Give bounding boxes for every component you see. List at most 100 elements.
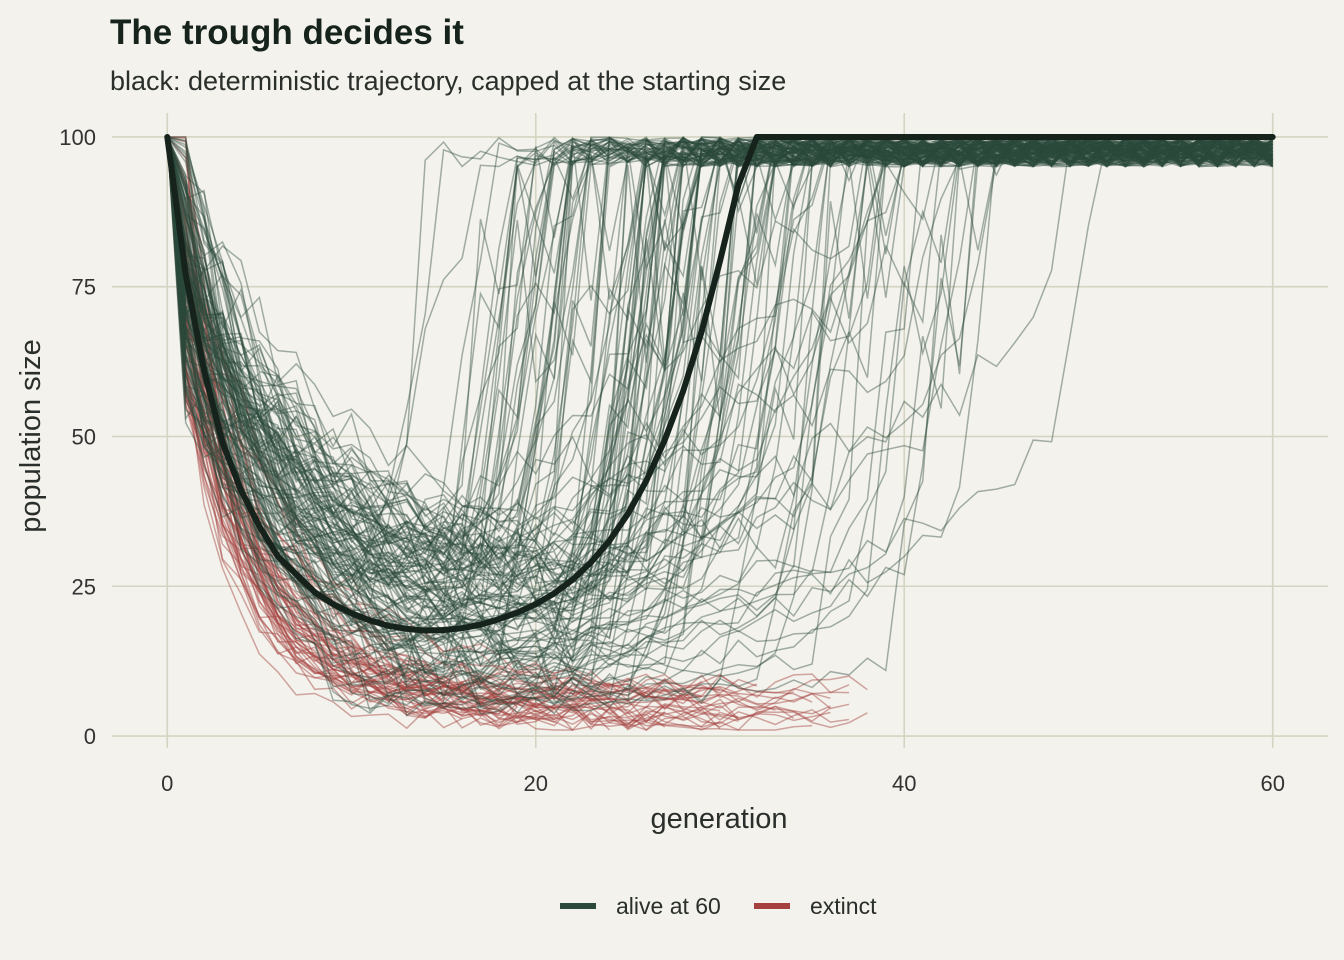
trajectory-extinct [166,136,850,699]
trajectory-extinct [166,136,831,730]
trajectory-alive [166,136,1274,590]
y-tick-label: 0 [84,724,96,749]
trajectory-alive [166,136,1274,687]
chart-title: The trough decides it [110,13,464,52]
trajectory-alive [166,136,1274,709]
trajectory-alive [166,136,1274,602]
trajectory-alive [166,136,1274,584]
trajectory-alive [166,136,1273,633]
trajectory-alive [166,136,1274,631]
trajectory-alive [166,136,1273,574]
trajectory-alive [166,136,1274,682]
trajectory-alive [166,136,1274,683]
trajectory-alive [166,135,1274,652]
trajectory-alive [166,136,1273,683]
trajectory-extinct [166,136,407,638]
trajectory-extinct [166,136,850,726]
trajectory-alive [166,136,1274,578]
trajectory-alive [166,136,1273,577]
trajectory-alive [166,136,1273,592]
trajectory-alive [166,136,1274,593]
trajectory-extinct [166,136,795,721]
trajectory-alive [166,136,1274,639]
trajectory-alive [166,136,1274,608]
trajectory-alive [166,136,1273,666]
trajectory-alive [166,136,1274,592]
trajectory-alive [166,136,1273,686]
trajectory-extinct [166,136,831,723]
trajectory-extinct [166,136,721,718]
trajectory-extinct [166,136,868,696]
trajectory-alive [166,136,1273,716]
trajectory-extinct [166,136,610,701]
trajectory-alive [166,136,1274,589]
trajectory-alive [166,136,1274,587]
trajectory-alive [166,136,1274,717]
y-tick-label: 100 [59,125,96,150]
trajectory-alive [166,136,1274,583]
trajectory-extinct [166,136,573,675]
trajectory-alive [166,136,1274,594]
trajectory-alive [166,136,1273,629]
trajectory-extinct [166,136,831,712]
trajectory-alive [166,136,1273,663]
trajectory-extinct [166,136,813,731]
trajectory-extinct [166,136,555,709]
trajectory-extinct [166,136,426,666]
trajectory-alive [166,136,1273,584]
x-tick-label: 0 [161,771,173,796]
x-tick-label: 60 [1260,771,1284,796]
trajectory-alive [166,135,1274,631]
trajectory-extinct [166,136,389,679]
trajectory-extinct [166,136,739,728]
trajectory-alive [166,136,1274,622]
trajectory-alive [166,136,1273,639]
trajectory-extinct [166,136,776,714]
trajectory-alive [166,136,1274,602]
trajectory-extinct [166,136,666,728]
trajectory-alive [166,136,1274,585]
trajectory-extinct [167,136,537,706]
trajectory-alive [166,135,1274,666]
trajectory-extinct [166,136,850,712]
trajectory-extinct [166,136,665,727]
trajectory-extinct [166,136,721,705]
x-axis-ticks: 0 20 40 60 [161,771,1285,796]
trajectory-alive [166,136,1273,586]
deterministic-trajectory-line [164,134,1276,634]
y-tick-label: 75 [72,275,96,300]
trajectory-alive [167,136,1273,614]
trajectory-alive [167,136,1274,586]
trajectory-extinct [166,136,758,699]
legend: alive at 60 extinct [560,893,877,919]
trajectory-extinct [166,136,426,690]
trajectory-extinct [167,136,463,720]
trajectory-extinct [166,136,555,679]
trajectory-alive [166,135,1273,609]
x-tick-label: 20 [524,771,548,796]
trajectory-alive [166,136,1274,688]
simulated-trajectories [166,134,1274,731]
trajectory-alive [166,135,1274,588]
trajectory-alive [166,136,1273,678]
trajectory-alive [166,135,1274,697]
trajectory-alive [166,136,1273,643]
trajectory-alive [166,136,1273,556]
trajectory-extinct [166,136,794,700]
trajectory-alive [166,136,1274,628]
trajectory-alive [166,136,1274,669]
trajectory-alive [166,136,1273,701]
trajectory-alive [166,136,1274,706]
trajectory-alive [166,136,1273,710]
trajectory-alive [166,136,1273,666]
trajectory-extinct [166,136,573,731]
trajectory-alive [166,136,1274,643]
trajectory-alive [166,136,1273,642]
y-axis-title: population size [15,339,47,532]
trajectory-alive [166,136,1274,635]
trajectory-alive [166,136,1274,643]
trajectory-extinct [166,136,703,701]
trajectory-alive [166,136,1273,624]
trajectory-alive [166,136,1274,692]
